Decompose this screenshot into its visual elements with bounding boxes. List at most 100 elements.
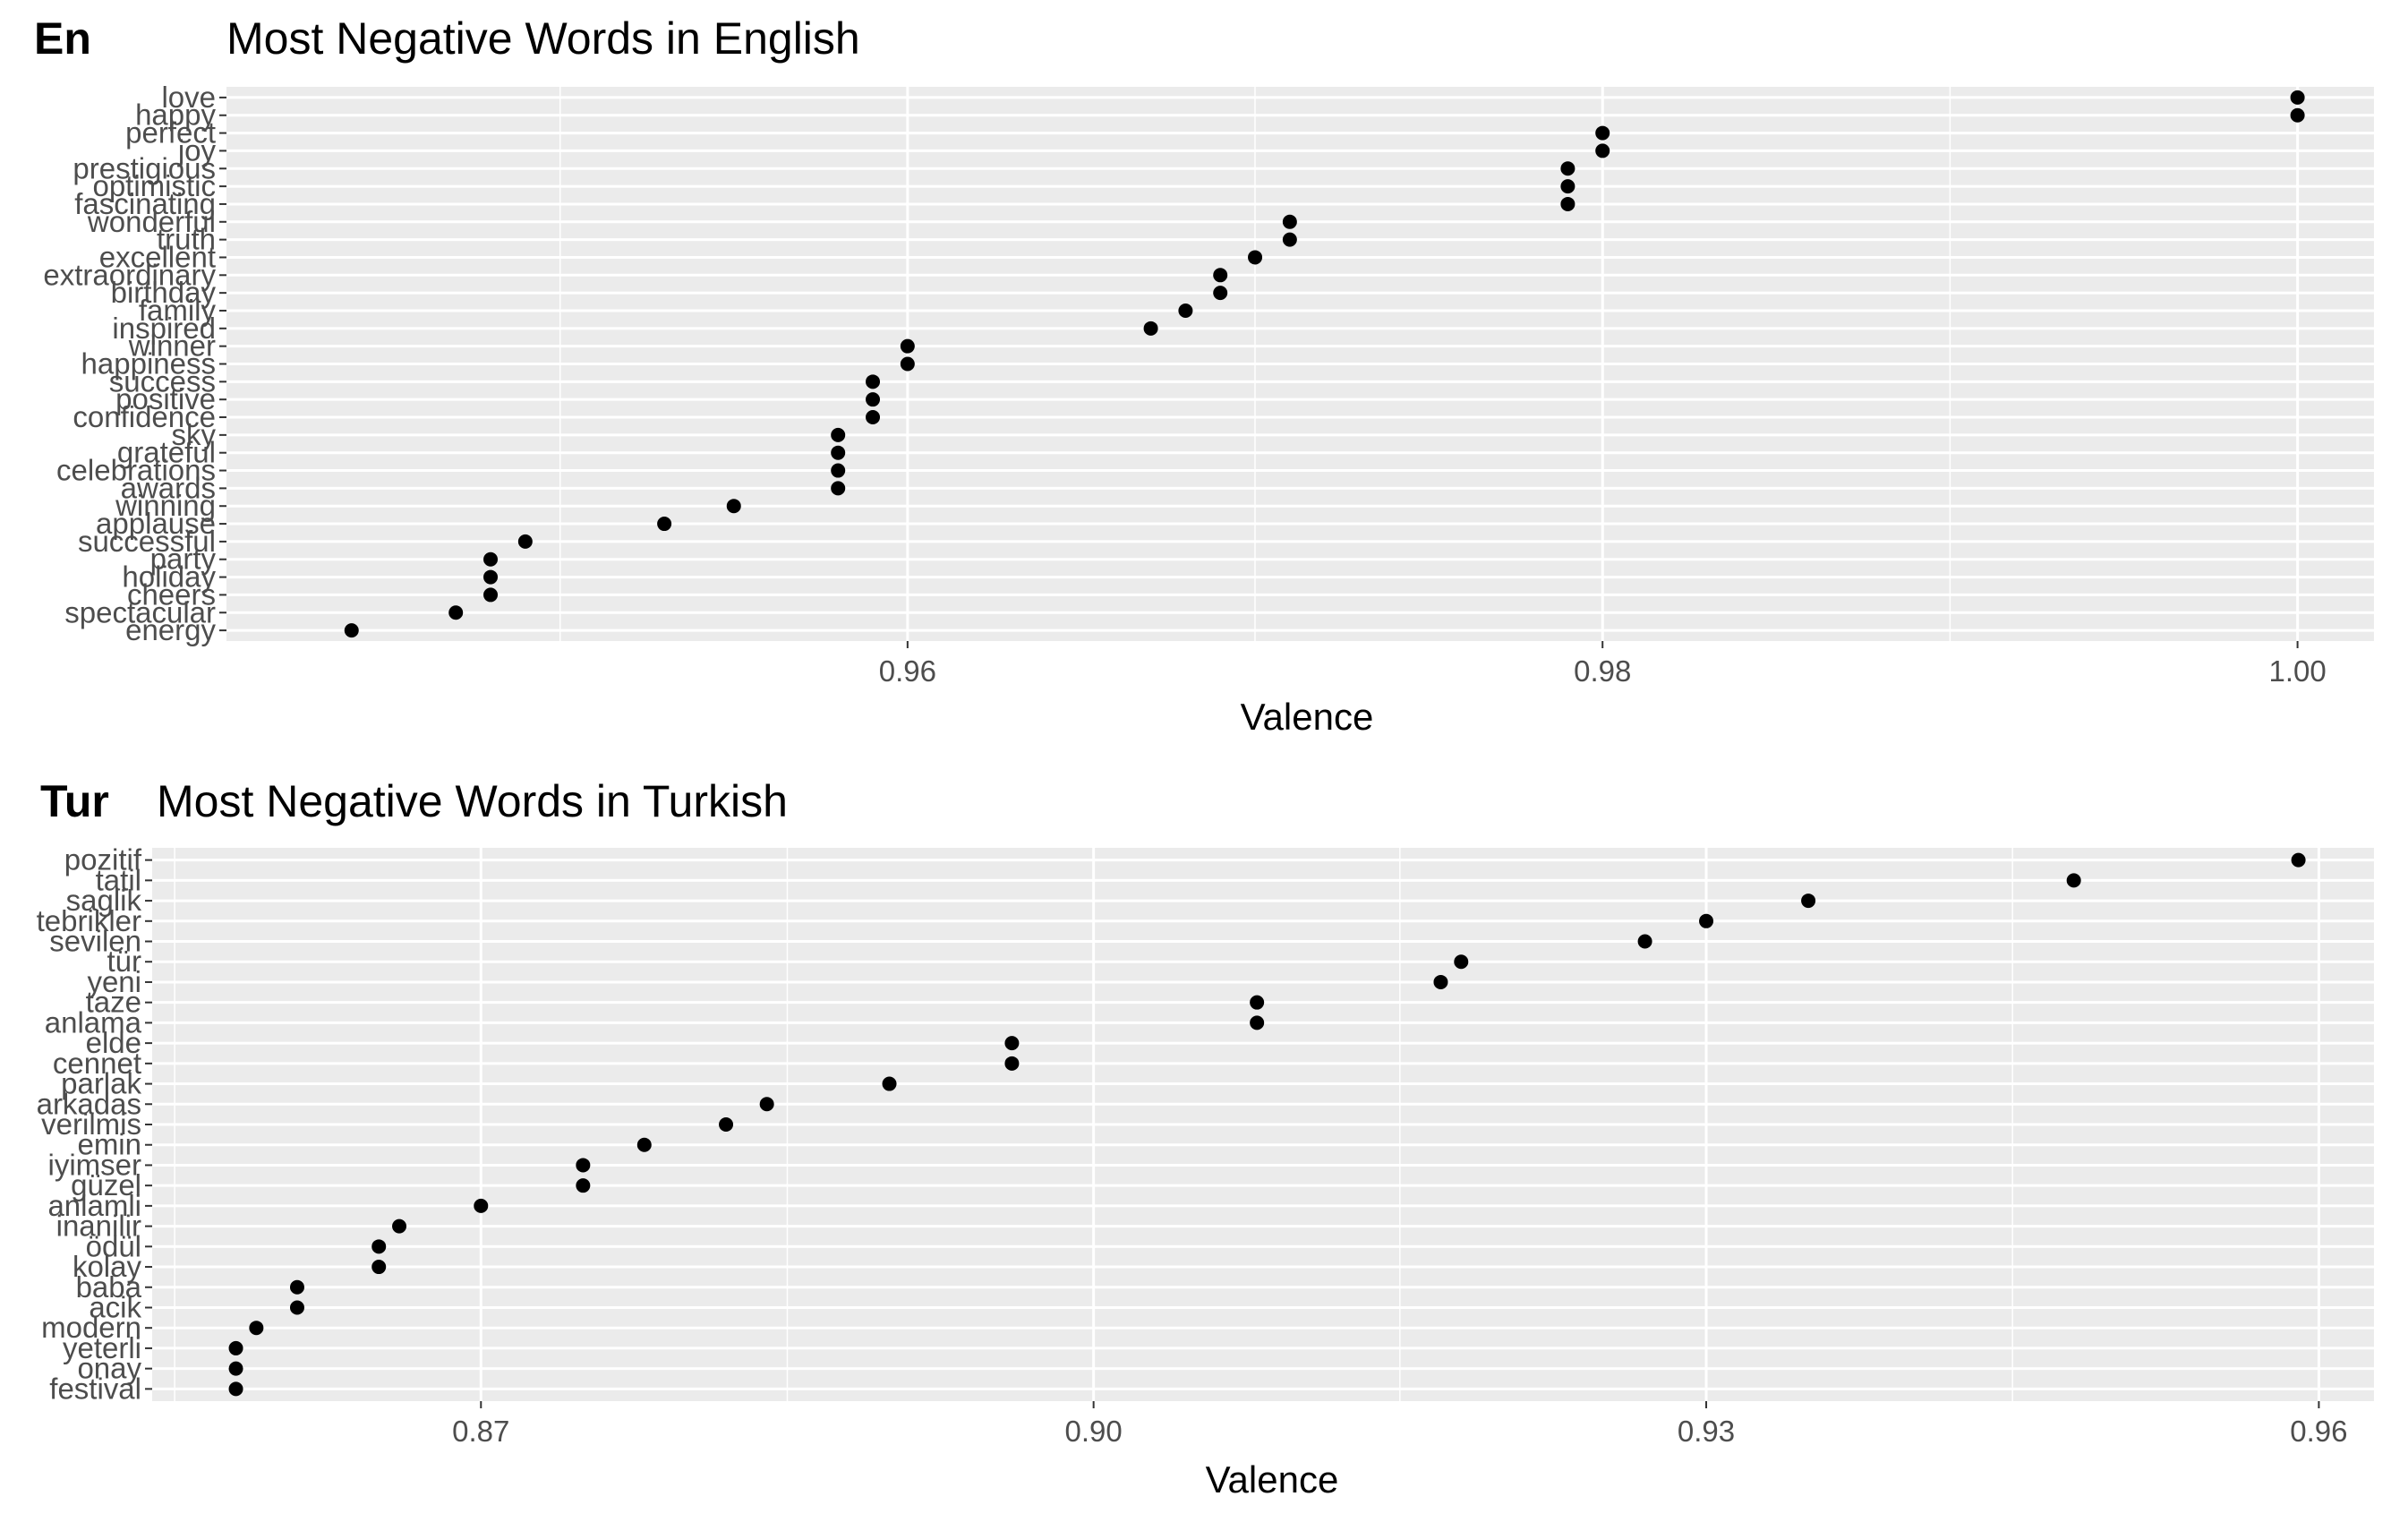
data-point — [1801, 894, 1816, 909]
y-tick-label: optimistic — [92, 169, 216, 202]
data-point — [831, 463, 846, 478]
data-point — [831, 427, 846, 442]
y-tick-label: kolay — [73, 1250, 142, 1283]
x-tick-label: 0.90 — [1065, 1415, 1123, 1448]
data-point — [2066, 873, 2081, 888]
y-tick-label: wonderful — [87, 205, 216, 238]
chart-title: Most Negative Words in Turkish — [157, 776, 788, 826]
y-tick-label: confidence — [73, 400, 216, 433]
data-point — [1560, 196, 1575, 211]
y-tick-label: perfect — [125, 116, 216, 150]
data-point — [1595, 143, 1610, 158]
data-point — [1637, 934, 1652, 949]
data-point — [831, 445, 846, 460]
data-point — [719, 1117, 734, 1132]
y-tick-label: happiness — [81, 347, 216, 380]
y-tick-label: cheers — [127, 577, 216, 611]
data-point — [371, 1239, 387, 1254]
y-tick-label: joy — [177, 133, 217, 167]
data-point — [228, 1361, 243, 1376]
data-point — [483, 587, 499, 603]
data-point — [1250, 1015, 1265, 1030]
y-tick-label: parlak — [61, 1067, 141, 1100]
y-tick-label: taze — [86, 986, 141, 1019]
data-point — [1595, 125, 1610, 141]
y-tick-label: sky — [172, 418, 217, 451]
y-tick-label: inanilir — [56, 1210, 141, 1243]
x-axis-title: Valence — [1241, 696, 1374, 738]
data-point — [866, 374, 881, 389]
chart-tag: En — [34, 13, 91, 64]
data-point — [1560, 179, 1575, 194]
y-tick-label: party — [150, 543, 217, 576]
data-point — [1004, 1056, 1020, 1071]
data-point — [483, 569, 499, 585]
x-tick-label: 0.87 — [452, 1415, 509, 1448]
x-tick-label: 0.98 — [1574, 654, 1631, 688]
y-tick-label: inspired — [112, 312, 216, 345]
y-tick-label: spectacular — [64, 595, 216, 628]
x-tick-label: 0.93 — [1678, 1415, 1735, 1448]
y-tick-label: onay — [77, 1352, 141, 1385]
x-tick-label: 0.96 — [879, 654, 936, 688]
data-point — [2290, 90, 2305, 105]
data-point — [1178, 303, 1193, 318]
plot-area — [152, 848, 2374, 1401]
data-point — [831, 481, 846, 496]
y-tick-label: acik — [89, 1290, 141, 1323]
y-tick-label: anlama — [45, 1005, 142, 1039]
data-point — [289, 1300, 304, 1315]
data-point — [1250, 995, 1265, 1010]
data-point — [866, 392, 881, 407]
x-tick-label: 0.96 — [2290, 1415, 2347, 1448]
data-point — [900, 356, 915, 372]
y-tick-label: prestigious — [73, 151, 216, 184]
y-tick-label: yeterli — [63, 1331, 141, 1364]
data-point — [2291, 852, 2306, 868]
chart-title: Most Negative Words in English — [226, 13, 860, 64]
y-tick-label: love — [161, 81, 216, 114]
y-tick-label: birthday — [111, 276, 217, 309]
y-tick-label: cennet — [53, 1047, 141, 1080]
data-point — [1248, 250, 1263, 265]
data-point — [1004, 1036, 1020, 1051]
data-point — [249, 1321, 264, 1336]
data-point — [474, 1198, 489, 1213]
data-point — [866, 410, 881, 425]
data-point — [392, 1218, 407, 1234]
y-tick-label: excellent — [99, 240, 216, 273]
data-point — [371, 1260, 387, 1275]
x-axis-title: Valence — [1206, 1458, 1339, 1501]
y-tick-label: emin — [77, 1128, 141, 1161]
y-tick-label: modern — [41, 1311, 141, 1344]
data-point — [1282, 232, 1297, 247]
y-tick-label: celebrations — [56, 454, 216, 487]
y-tick-label: energy — [125, 613, 216, 646]
y-tick-label: verilmis — [41, 1107, 141, 1141]
data-point — [1454, 954, 1469, 970]
data-point — [483, 552, 499, 567]
y-tick-label: festival — [49, 1372, 141, 1405]
y-tick-label: sevilen — [49, 925, 141, 958]
y-tick-label: baba — [76, 1270, 142, 1304]
y-tick-label: extraordinary — [43, 258, 216, 291]
y-tick-label: family — [139, 294, 217, 327]
y-tick-label: happy — [135, 98, 216, 132]
data-point — [1213, 268, 1228, 283]
y-tick-label: winner — [128, 329, 216, 363]
data-point — [636, 1137, 652, 1152]
y-tick-label: elde — [86, 1026, 141, 1059]
english-chart-panel: En Most Negative Words in English Valenc… — [34, 13, 2374, 738]
y-tick-label: güzel — [71, 1168, 141, 1201]
y-tick-label: successful — [78, 525, 216, 558]
y-tick-label: arkadas — [37, 1087, 141, 1120]
data-point — [1433, 974, 1448, 989]
data-point — [759, 1097, 774, 1112]
data-point — [344, 623, 359, 638]
y-tick-label: ödül — [86, 1229, 141, 1262]
y-tick-label: truth — [157, 223, 216, 256]
data-point — [576, 1178, 591, 1193]
data-point — [289, 1279, 304, 1295]
y-tick-label: tatil — [96, 863, 141, 896]
